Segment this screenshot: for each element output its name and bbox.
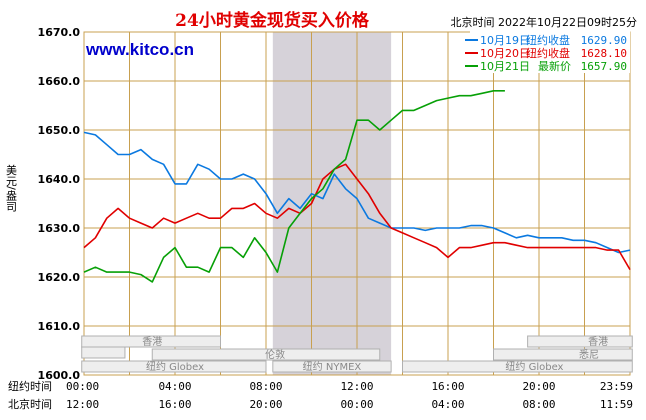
series-line-1 — [83, 163, 631, 271]
x-tick-ny: 20:00 — [522, 380, 555, 393]
legend: 10月19日 纽约收盘 1629.90 10月20日 纽约收盘 1628.10 … — [465, 30, 630, 73]
x-tick-bj: 04:00 — [431, 398, 464, 411]
y-tick-label: 1630.0 — [38, 222, 81, 235]
watermark-url: www.kitco.cn — [85, 40, 194, 59]
x-tick-bj: 08:00 — [522, 398, 555, 411]
y-tick-label: 1600.0 — [38, 369, 81, 382]
legend-value-21: 1657.90 — [581, 60, 627, 73]
x-tick-ny: 00:00 — [66, 380, 99, 393]
x-tick-bj: 11:59 — [600, 398, 633, 411]
y-tick-label: 1650.0 — [38, 124, 81, 137]
market-label-hk: 香港 — [142, 336, 162, 348]
market-bar-nymex — [272, 360, 392, 373]
x-tick-ny: 12:00 — [340, 380, 373, 393]
legend-date-19: 10月19日 — [480, 34, 530, 47]
ny-time-label: 纽约时间 — [8, 379, 52, 393]
chart-title: 24小时黄金现货买入价格 — [175, 10, 370, 31]
legend-value-20: 1628.10 — [581, 47, 627, 60]
nymex-session-shade — [272, 32, 392, 375]
x-tick-ny: 04:00 — [158, 380, 191, 393]
legend-label-19: 纽约收盘 — [526, 33, 570, 47]
y-tick-label: 1640.0 — [38, 173, 81, 186]
y-axis-label: 美元/盎司 — [5, 164, 18, 212]
market-label-hk-right: 香港 — [588, 336, 608, 348]
x-tick-bj: 16:00 — [158, 398, 191, 411]
legend-label-21: 最新价 — [538, 59, 571, 73]
market-bar-globex-left — [81, 360, 267, 373]
timestamp: 北京时间 2022年10月22日09时25分 — [451, 15, 637, 29]
market-label-london: 伦敦 — [265, 348, 285, 361]
y-tick-label: 1670.0 — [38, 26, 81, 39]
x-tick-bj: 20:00 — [249, 398, 282, 411]
market-label-globex-left: 纽约 Globex — [146, 360, 204, 373]
market-bar-hk — [81, 335, 221, 348]
market-bar-hk-2 — [81, 346, 126, 359]
x-tick-bj: 12:00 — [66, 398, 99, 411]
y-tick-label: 1610.0 — [38, 320, 81, 333]
x-tick-ny: 23:59 — [600, 380, 633, 393]
legend-value-19: 1629.90 — [581, 34, 627, 47]
x-tick-ny: 08:00 — [249, 380, 282, 393]
legend-date-20: 10月20日 — [480, 47, 530, 60]
y-tick-label: 1660.0 — [38, 75, 81, 88]
market-bar-globex-right — [402, 360, 633, 373]
market-label-globex-right: 纽约 Globex — [505, 360, 563, 373]
market-bar-hk-right — [527, 335, 633, 348]
series-line-0 — [83, 131, 631, 254]
market-bar-london — [151, 348, 381, 361]
bj-time-label: 北京时间 — [8, 397, 52, 411]
x-tick-bj: 00:00 — [340, 398, 373, 411]
legend-date-21: 10月21日 — [480, 60, 530, 73]
market-bar-sydney — [493, 348, 633, 361]
series-line-2 — [83, 90, 505, 283]
market-label-nymex: 纽约 NYMEX — [303, 360, 362, 373]
y-tick-label: 1620.0 — [38, 271, 81, 284]
x-tick-ny: 16:00 — [431, 380, 464, 393]
market-label-sydney: 悉尼 — [579, 349, 599, 361]
legend-label-20: 纽约收盘 — [526, 46, 570, 60]
